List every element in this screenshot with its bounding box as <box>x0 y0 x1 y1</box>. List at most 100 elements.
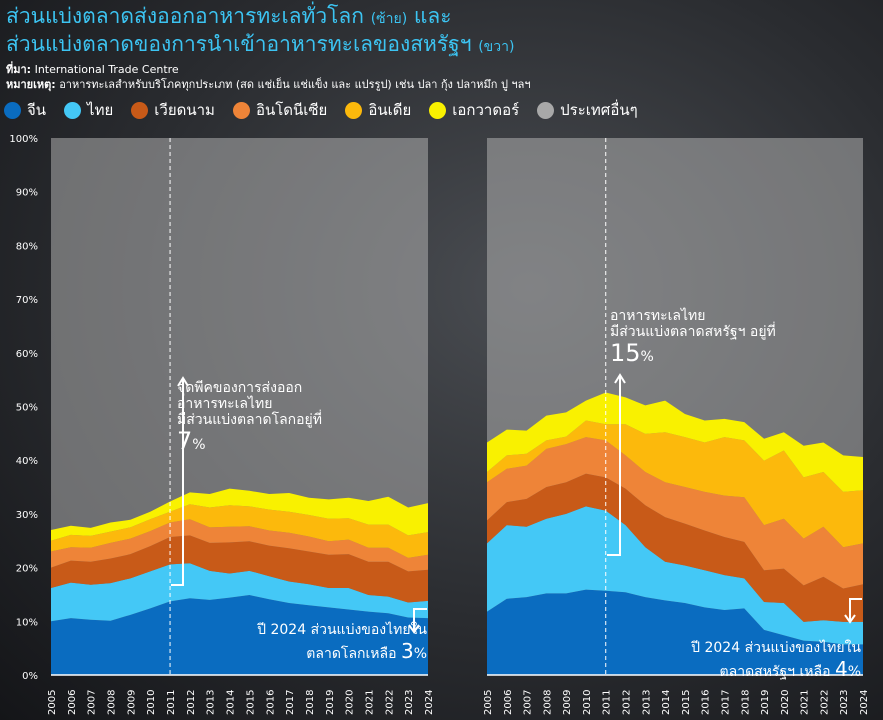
chart-title: ส่วนแบ่งตลาดส่งออกอาหารทะเลทั่วโลก (ซ้าย… <box>6 4 514 60</box>
legend-label: เอกวาดอร์ <box>452 101 520 119</box>
legend-item-vietnam: เวียดนาม <box>131 98 215 122</box>
series-area-5 <box>487 392 863 492</box>
legend-swatch <box>232 101 250 119</box>
legend-label: จีน <box>27 101 47 119</box>
x-tick-label: 2020 <box>780 690 791 715</box>
x-tick-label: 2018 <box>740 690 751 715</box>
legend-swatch <box>345 101 363 119</box>
arrow-up-icon <box>171 378 184 586</box>
y-tick-label: 0% <box>22 671 38 682</box>
note-value: อาหารทะเลสำหรับบริโภคทุกประเภท (สด แช่เย… <box>59 78 531 91</box>
legend-swatch <box>537 101 555 119</box>
annotation-text: จุดพีคของการส่งออก <box>177 380 303 396</box>
x-tick-label: 2023 <box>839 690 850 715</box>
legend-label: ประเทศอื่นๆ <box>560 101 638 119</box>
title-and: และ <box>413 4 452 28</box>
x-tick-label: 2011 <box>602 690 613 715</box>
y-tick-label: 40% <box>16 456 38 467</box>
arrowhead-icon <box>614 373 626 384</box>
x-tick-label: 2021 <box>800 690 811 715</box>
y-tick-label: 70% <box>16 295 38 306</box>
legend-swatch <box>64 101 82 119</box>
x-tick-label: 2020 <box>345 690 356 715</box>
annotation-text: อาหารทะเลไทย <box>610 308 706 324</box>
arrow-down-icon <box>849 598 862 622</box>
x-tick-label: 2019 <box>760 690 771 715</box>
x-tick-label: 2023 <box>404 690 415 715</box>
legend-label: เวียดนาม <box>154 101 215 119</box>
source: ที่มา: International Trade Centre <box>6 60 179 78</box>
annotation-unit: % <box>413 646 427 662</box>
x-tick-label: 2021 <box>364 690 375 715</box>
arrowhead-icon <box>844 614 856 624</box>
arrow-down-icon <box>413 608 427 632</box>
annotation-text: ตลาดสหรัฐฯ เหลือ <box>719 664 831 680</box>
source-label: ที่มา: <box>6 63 32 76</box>
legend-label: อินโดนีเซีย <box>255 101 328 119</box>
x-tick-label: 2005 <box>483 690 494 715</box>
legend-swatch <box>4 101 21 119</box>
series-area-0 <box>51 594 428 675</box>
annotation-text: มีส่วนแบ่งตลาดสหรัฐฯ อยู่ที่ <box>610 324 776 340</box>
y-tick-label: 10% <box>16 617 38 628</box>
legend-item-china: จีน <box>4 98 46 122</box>
x-tick-label: 2005 <box>47 690 58 715</box>
annotation-text: อาหารทะเลไทย <box>177 396 273 412</box>
legend-label: อินเดีย <box>368 101 412 119</box>
series-area-1 <box>487 506 863 645</box>
legend-swatch <box>429 101 447 119</box>
annotation-unit: % <box>640 349 654 365</box>
annotation-value: 15 <box>610 339 641 367</box>
x-tick-label: 2008 <box>542 690 553 715</box>
annotation-text: ตลาดโลกเหลือ <box>306 646 397 662</box>
x-tick-label: 2024 <box>859 690 870 715</box>
legend: จีน ไทย เวียดนาม อินโดนีเซีย อินเดีย เอก… <box>4 98 638 122</box>
series-area-1 <box>51 563 428 622</box>
x-tick-label: 2015 <box>245 690 256 715</box>
arrowhead-icon <box>408 624 420 634</box>
annotation-unit: % <box>192 437 206 453</box>
annotation-left-peak: จุดพีคของการส่งออก อาหารทะเลไทย มีส่วนแบ… <box>177 380 322 458</box>
note-label: หมายเหตุ: <box>6 78 56 91</box>
y-tick-label: 100% <box>9 134 38 145</box>
y-tick-label: 80% <box>16 241 38 252</box>
x-tick-label: 2013 <box>641 690 652 715</box>
series-area-0 <box>487 589 863 675</box>
series-area-3 <box>51 519 428 572</box>
title-line-2: ส่วนแบ่งตลาดของการนำเข้าอาหารทะเลของสหรั… <box>6 32 472 56</box>
x-tick-label: 2009 <box>126 690 137 715</box>
annotation-right-peak: อาหารทะเลไทย มีส่วนแบ่งตลาดสหรัฐฯ อยู่ที… <box>610 308 776 370</box>
x-tick-label: 2010 <box>582 690 593 715</box>
legend-item-indonesia: อินโดนีเซีย <box>232 98 328 122</box>
y-tick-label: 90% <box>16 188 38 199</box>
x-tick-label: 2019 <box>325 690 336 715</box>
x-tick-label: 2006 <box>503 690 514 715</box>
x-tick-label: 2022 <box>384 690 395 715</box>
legend-item-ecuador: เอกวาดอร์ <box>429 98 519 122</box>
source-value: International Trade Centre <box>34 63 179 76</box>
x-tick-label: 2013 <box>206 690 217 715</box>
legend-item-others: ประเทศอื่นๆ <box>537 98 638 122</box>
series-area-3 <box>487 437 863 589</box>
annotation-right-2024: ปี 2024 ส่วนแบ่งของไทยใน ตลาดสหรัฐฯ เหลื… <box>691 640 861 685</box>
y-tick-label: 30% <box>16 510 38 521</box>
y-tick-label: 60% <box>16 349 38 360</box>
note: หมายเหตุ: อาหารทะเลสำหรับบริโภคทุกประเภท… <box>6 75 531 93</box>
x-tick-label: 2012 <box>186 690 197 715</box>
x-tick-label: 2015 <box>681 690 692 715</box>
x-tick-label: 2009 <box>562 690 573 715</box>
x-tick-label: 2007 <box>87 690 98 715</box>
series-area-2 <box>487 473 863 622</box>
annotation-value: 7 <box>177 427 193 455</box>
x-tick-label: 2014 <box>226 690 237 715</box>
legend-swatch <box>131 101 149 119</box>
x-tick-label: 2022 <box>819 690 830 715</box>
series-area-5 <box>51 488 428 541</box>
x-tick-label: 2011 <box>166 690 177 715</box>
series-area-2 <box>51 535 428 603</box>
annotation-text: ปี 2024 ส่วนแบ่งของไทยใน <box>257 622 427 638</box>
x-tick-label: 2016 <box>265 690 276 715</box>
x-tick-label: 2014 <box>661 690 672 715</box>
title-line-1: ส่วนแบ่งตลาดส่งออกอาหารทะเลทั่วโลก <box>6 4 365 28</box>
